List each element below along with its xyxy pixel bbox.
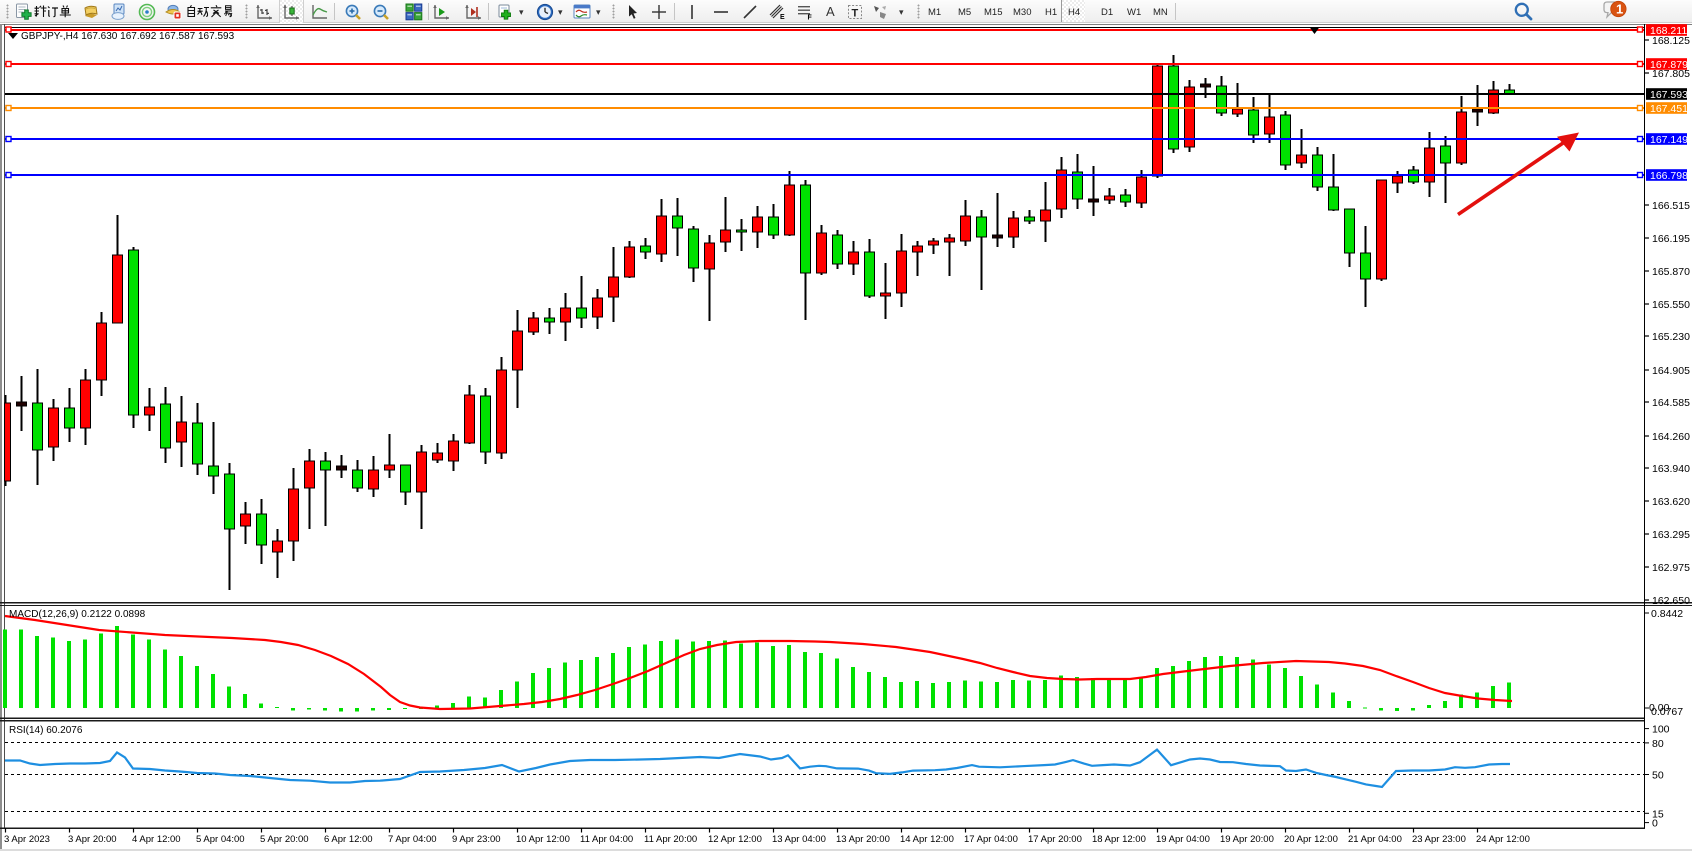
svg-text:21 Apr 04:00: 21 Apr 04:00	[1348, 834, 1402, 845]
svg-text:13 Apr 04:00: 13 Apr 04:00	[772, 834, 826, 845]
svg-text:163.940: 163.940	[1652, 463, 1690, 475]
svg-text:10 Apr 12:00: 10 Apr 12:00	[516, 834, 570, 845]
svg-text:164.585: 164.585	[1652, 397, 1690, 409]
svg-text:163.620: 163.620	[1652, 496, 1690, 508]
svg-text:0.0767: 0.0767	[1651, 706, 1683, 718]
svg-text:T: T	[852, 8, 859, 20]
svg-text:0: 0	[1652, 818, 1658, 830]
svg-text:15: 15	[1652, 808, 1664, 820]
svg-text:12 Apr 12:00: 12 Apr 12:00	[708, 834, 762, 845]
svg-text:164.905: 164.905	[1652, 365, 1690, 377]
svg-text:162.975: 162.975	[1652, 562, 1690, 574]
svg-text:162.650: 162.650	[1652, 595, 1690, 607]
svg-text:3 Apr 20:00: 3 Apr 20:00	[68, 834, 117, 845]
svg-text:11 Apr 20:00: 11 Apr 20:00	[644, 834, 697, 845]
svg-text:17 Apr 20:00: 17 Apr 20:00	[1028, 834, 1082, 845]
svg-text:0.00: 0.00	[1649, 702, 1670, 714]
svg-text:3 Apr 2023: 3 Apr 2023	[4, 834, 50, 845]
svg-text:18 Apr 12:00: 18 Apr 12:00	[1092, 834, 1146, 845]
svg-text:GBPJPY-,H4 167.630 167.692 16: GBPJPY-,H4 167.630 167.692 167.587 167.5…	[21, 31, 235, 42]
svg-text:4 Apr 12:00: 4 Apr 12:00	[132, 834, 181, 845]
svg-text:MACD(12,26,9) 0.2122 0.0898: MACD(12,26,9) 0.2122 0.0898	[9, 609, 146, 620]
svg-text:E: E	[780, 14, 785, 21]
svg-text:5 Apr 04:00: 5 Apr 04:00	[196, 834, 245, 845]
svg-text:166.798: 166.798	[1650, 170, 1688, 182]
svg-text:168.125: 168.125	[1652, 35, 1690, 47]
svg-text:50: 50	[1652, 770, 1664, 782]
svg-text:13 Apr 20:00: 13 Apr 20:00	[836, 834, 890, 845]
svg-text:5 Apr 20:00: 5 Apr 20:00	[260, 834, 309, 845]
svg-text:166.515: 166.515	[1652, 200, 1690, 212]
svg-text:165.230: 165.230	[1652, 331, 1690, 343]
svg-text:165.550: 165.550	[1652, 299, 1690, 311]
svg-text:163.295: 163.295	[1652, 529, 1690, 541]
svg-text:RSI(14) 60.2076: RSI(14) 60.2076	[9, 725, 83, 736]
svg-text:1: 1	[1616, 2, 1623, 17]
svg-text:17 Apr 04:00: 17 Apr 04:00	[964, 834, 1018, 845]
svg-text:167.879: 167.879	[1650, 59, 1688, 71]
svg-text:19 Apr 20:00: 19 Apr 20:00	[1220, 834, 1274, 845]
svg-text:F: F	[808, 15, 813, 22]
svg-text:0.8442: 0.8442	[1651, 608, 1683, 620]
svg-text:164.260: 164.260	[1652, 431, 1690, 443]
svg-text:24 Apr 12:00: 24 Apr 12:00	[1476, 834, 1530, 845]
svg-text:9 Apr 23:00: 9 Apr 23:00	[452, 834, 501, 845]
svg-text:166.195: 166.195	[1652, 233, 1690, 245]
svg-text:168.211: 168.211	[1650, 25, 1687, 37]
svg-text:7 Apr 04:00: 7 Apr 04:00	[388, 834, 437, 845]
svg-text:14 Apr 12:00: 14 Apr 12:00	[900, 834, 954, 845]
svg-text:19 Apr 04:00: 19 Apr 04:00	[1156, 834, 1210, 845]
svg-text:165.870: 165.870	[1652, 266, 1690, 278]
svg-text:6 Apr 12:00: 6 Apr 12:00	[324, 834, 373, 845]
svg-text:100: 100	[1652, 724, 1670, 736]
svg-text:167.149: 167.149	[1650, 134, 1688, 146]
svg-text:167.451: 167.451	[1650, 103, 1688, 115]
svg-text:167.593: 167.593	[1650, 89, 1688, 101]
svg-text:23 Apr 23:00: 23 Apr 23:00	[1412, 834, 1466, 845]
svg-text:11 Apr 04:00: 11 Apr 04:00	[580, 834, 633, 845]
svg-text:167.805: 167.805	[1652, 68, 1690, 80]
svg-text:20 Apr 12:00: 20 Apr 12:00	[1284, 834, 1338, 845]
svg-text:80: 80	[1652, 738, 1664, 750]
